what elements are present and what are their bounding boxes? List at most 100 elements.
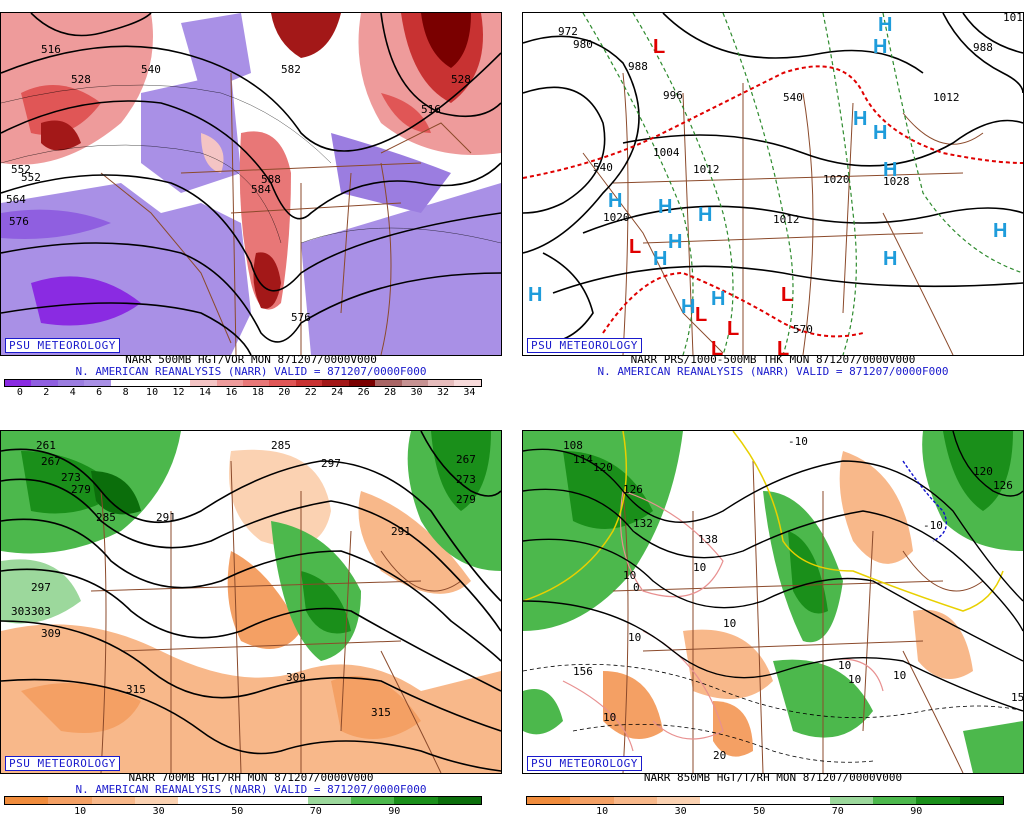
color-bar-segment [190, 380, 217, 386]
contour-label: 988 [973, 41, 993, 54]
svg-text:L: L [777, 338, 789, 355]
contour-label: 516 [421, 103, 441, 116]
map-850mb-temp-rh: 108 114 120 126 132 138 156 10 10 10 10 10 10 10 10 20-… [522, 430, 1024, 774]
contour-label: 303 [11, 605, 31, 618]
contour-label: 297 [31, 581, 51, 594]
color-bar-segment [31, 380, 58, 386]
contour-label: -10 [923, 519, 943, 532]
contour-label: 273 [61, 471, 81, 484]
contour-label: 540 [141, 63, 161, 76]
contour-label: 980 [573, 38, 593, 51]
color-bar-segment [57, 380, 85, 386]
color-bar-segment [916, 797, 960, 804]
scale-tick-label: 16 [225, 387, 238, 398]
scale-tick-label: 18 [251, 387, 264, 398]
svg-text:H: H [658, 196, 672, 218]
color-bar-segment [110, 380, 138, 386]
svg-text:L: L [695, 304, 707, 326]
contour-label: 0 [633, 581, 640, 594]
scale-tick-label: 90 [910, 806, 923, 817]
caption-title: NARR 700MB HGT/RH MON 871207/0000V000 [128, 771, 374, 784]
color-bar-segment [348, 380, 376, 386]
caption-title: NARR 500MB HGT/VOR MON 871207/0000V000 [125, 353, 377, 366]
color-bar-segment [5, 797, 49, 804]
psu-meteorology-label: PSU METEOROLOGY [527, 756, 642, 771]
contour-label: 588 [261, 173, 281, 186]
color-bar-segment [269, 380, 296, 386]
contour-label: 576 [291, 311, 311, 324]
color-bar-segment [401, 380, 428, 386]
map-700mb-rh: 261 267 273 279 285 291 297 303 309 315 309 315 303 2… [0, 430, 502, 774]
color-bar-segment [700, 797, 744, 804]
color-bar-segment [221, 797, 265, 804]
color-bar-segment [613, 797, 657, 804]
color-bar-segment [394, 797, 438, 804]
color-bar-segment [134, 797, 179, 804]
contour-label: 120 [593, 461, 613, 474]
contour-label: 273 [456, 473, 476, 486]
contour-label: 516 [41, 43, 61, 56]
color-bar-segment [137, 380, 164, 386]
scale-tick-label: 26 [357, 387, 370, 398]
contour-label: 267 [41, 455, 61, 468]
svg-text:H: H [878, 14, 892, 36]
panel-700mb-rh: 261 267 273 279 285 291 297 303 309 315 309 315 303 2… [0, 430, 502, 818]
contour-label: 114 [573, 453, 593, 466]
caption-title: NARR PRS/1000-500MB THK MON 871207/0000V… [630, 353, 916, 366]
svg-text:H: H [711, 288, 725, 310]
svg-text:H: H [883, 248, 897, 270]
scale-tick-label: 4 [69, 387, 76, 398]
scale-tick-label: 12 [172, 387, 185, 398]
scale-tick-label: 14 [198, 387, 211, 398]
contour-label: 132 [633, 517, 653, 530]
contour-label: 1020 [603, 211, 630, 224]
rh-scale-ticks: 10 30 50 70 90 [4, 806, 480, 818]
scale-tick-label: 10 [146, 387, 159, 398]
svg-text:H: H [853, 108, 867, 130]
scale-tick-label: 8 [122, 387, 129, 398]
rh-color-bar [526, 796, 1004, 805]
svg-text:L: L [711, 338, 723, 355]
svg-text:H: H [993, 220, 1007, 242]
color-bar-segment [163, 380, 191, 386]
color-bar-segment [307, 797, 352, 804]
color-bar-segment [351, 797, 395, 804]
contour-label: 267 [456, 453, 476, 466]
scale-tick-label: 70 [831, 806, 844, 817]
color-bar-segment [264, 797, 308, 804]
color-bar-segment [959, 797, 1003, 804]
contour-label: 528 [71, 73, 91, 86]
color-bar-segment [437, 797, 481, 804]
color-bar-segment [656, 797, 701, 804]
contour-label: 285 [96, 511, 116, 524]
contour-label: 1020 [823, 173, 850, 186]
contour-label: 584 [251, 183, 271, 196]
color-bar-segment [322, 380, 349, 386]
svg-text:H: H [873, 36, 887, 58]
contour-label: 10 [628, 631, 641, 644]
scale-tick-label: 90 [388, 806, 401, 817]
contour-label: 15 [1011, 691, 1023, 704]
color-bar-segment [91, 797, 135, 804]
svg-text:L: L [629, 236, 641, 258]
color-bar-segment [216, 380, 243, 386]
contour-label: 303 [31, 605, 51, 618]
color-bar-segment [454, 380, 481, 386]
scale-tick-label: 0 [16, 387, 23, 398]
color-bar-segment [527, 797, 571, 804]
svg-text:L: L [781, 284, 793, 306]
color-bar-segment [178, 797, 222, 804]
caption-title: NARR 850MB HGT/T/RH MON 871207/0000V000 [643, 771, 903, 784]
contour-label: 1012 [933, 91, 960, 104]
color-bar-segment [84, 380, 111, 386]
contour-label: 10 [623, 569, 636, 582]
scale-tick-label: 6 [96, 387, 103, 398]
scale-tick-label: 70 [309, 806, 322, 817]
color-bar-segment [375, 380, 402, 386]
psu-meteorology-label: PSU METEOROLOGY [527, 338, 642, 353]
panel-850mb-temp-rh: 108 114 120 126 132 138 156 10 10 10 10 10 10 10 10 20-… [522, 430, 1024, 818]
scale-tick-label: 10 [596, 806, 609, 817]
